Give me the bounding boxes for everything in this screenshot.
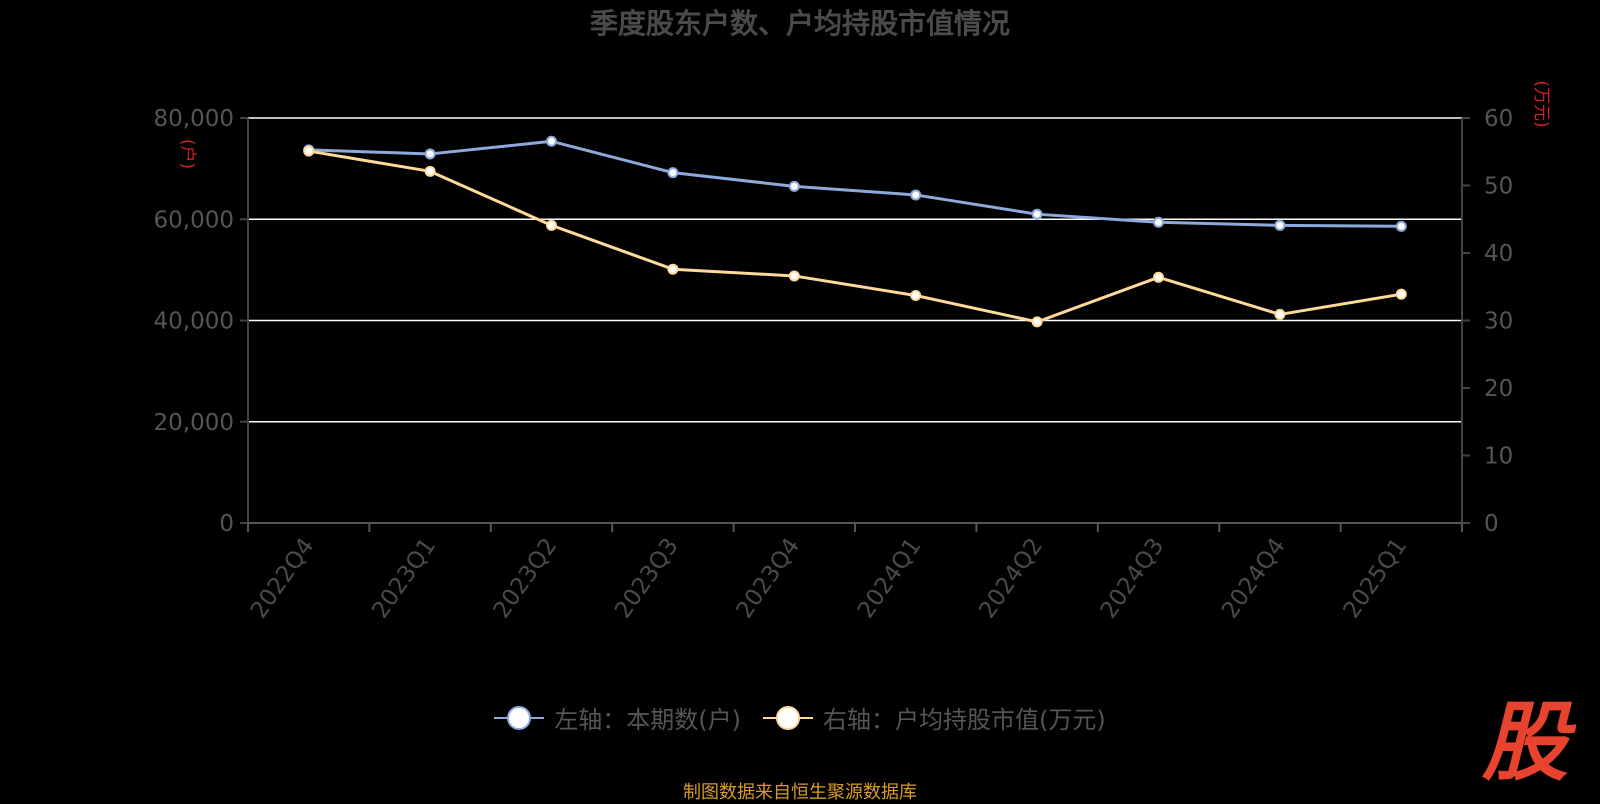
data-point-holders bbox=[1153, 216, 1164, 228]
legend-item-holders[interactable]: 左轴：本期数(户) bbox=[494, 700, 741, 735]
x-tick-label: 2024Q3 bbox=[1096, 534, 1170, 624]
data-point-holders bbox=[546, 135, 557, 147]
y-right-tick-label: 50 bbox=[1484, 174, 1513, 200]
x-tick-label: 2023Q4 bbox=[732, 534, 806, 624]
data-point-holders bbox=[1395, 220, 1407, 232]
chart-title: 季度股东户数、户均持股市值情况 bbox=[589, 7, 1010, 40]
data-point-avg-value bbox=[1274, 308, 1286, 320]
data-point-avg-value bbox=[788, 270, 800, 282]
x-tick-label: 2023Q3 bbox=[610, 534, 684, 624]
data-point-holders bbox=[1031, 208, 1043, 220]
data-point-avg-value bbox=[1395, 288, 1407, 300]
x-tick-label: 2024Q4 bbox=[1217, 534, 1291, 624]
y-left-tick-label: 40,000 bbox=[154, 309, 234, 335]
data-point-avg-value bbox=[1153, 271, 1164, 283]
data-point-holders bbox=[910, 189, 922, 201]
y-left-tick-label: 20,000 bbox=[154, 410, 234, 436]
data-point-avg-value bbox=[546, 219, 557, 231]
data-point-avg-value bbox=[424, 165, 436, 177]
y-right-tick-label: 30 bbox=[1484, 309, 1513, 335]
x-tick-label: 2023Q1 bbox=[367, 534, 441, 624]
brand-logo: 股 bbox=[1482, 693, 1568, 793]
chart-plot: 0 20,000 40,000 60,000 80,000 0 10 20 30 40 50 60 (户… bbox=[154, 80, 1551, 624]
y-right-tick-label: 20 bbox=[1484, 376, 1513, 402]
series-line-holders bbox=[308, 139, 1402, 228]
x-tick-label: 2024Q1 bbox=[853, 534, 927, 624]
x-tick-label: 2024Q2 bbox=[974, 534, 1048, 624]
series-line-avg-value bbox=[308, 149, 1402, 324]
data-point-avg-value bbox=[1031, 316, 1043, 328]
y-right-tick-label: 10 bbox=[1484, 444, 1513, 470]
legend-marker-avg-value bbox=[763, 705, 813, 730]
legend-label-holders: 左轴：本期数(户) bbox=[554, 706, 741, 734]
x-tick-label: 2022Q4 bbox=[246, 534, 320, 624]
chart-legend: 左轴：本期数(户) 右轴：户均持股市值(万元) bbox=[0, 700, 1600, 735]
data-point-holders bbox=[667, 167, 679, 179]
x-tick-label: 2023Q2 bbox=[489, 534, 563, 624]
y-right-tick-label: 0 bbox=[1484, 511, 1499, 537]
legend-label-avg-value: 右轴：户均持股市值(万元) bbox=[823, 706, 1106, 734]
y-right-unit: (万元) bbox=[1531, 80, 1551, 127]
y-left-tick-label: 60,000 bbox=[154, 207, 234, 233]
data-point-avg-value bbox=[667, 263, 679, 275]
y-right-tick-label: 60 bbox=[1484, 106, 1513, 132]
data-point-avg-value bbox=[910, 290, 922, 302]
y-left-tick-label: 0 bbox=[219, 511, 234, 537]
data-point-avg-value bbox=[303, 145, 315, 157]
data-point-holders bbox=[1274, 219, 1286, 231]
y-left-tick-label: 80,000 bbox=[154, 106, 234, 132]
data-point-holders bbox=[424, 148, 436, 160]
y-right-tick-label: 40 bbox=[1484, 241, 1513, 267]
data-point-holders bbox=[788, 180, 800, 192]
y-left-unit: (户) bbox=[177, 139, 197, 169]
x-tick-label: 2025Q1 bbox=[1339, 534, 1413, 624]
legend-dot-holders bbox=[507, 705, 532, 730]
data-source-note: 制图数据来自恒生聚源数据库 bbox=[683, 782, 917, 803]
legend-marker-holders bbox=[494, 705, 545, 730]
legend-item-avg-value[interactable]: 右轴：户均持股市值(万元) bbox=[763, 700, 1106, 735]
legend-dot-avg-value bbox=[776, 705, 800, 730]
